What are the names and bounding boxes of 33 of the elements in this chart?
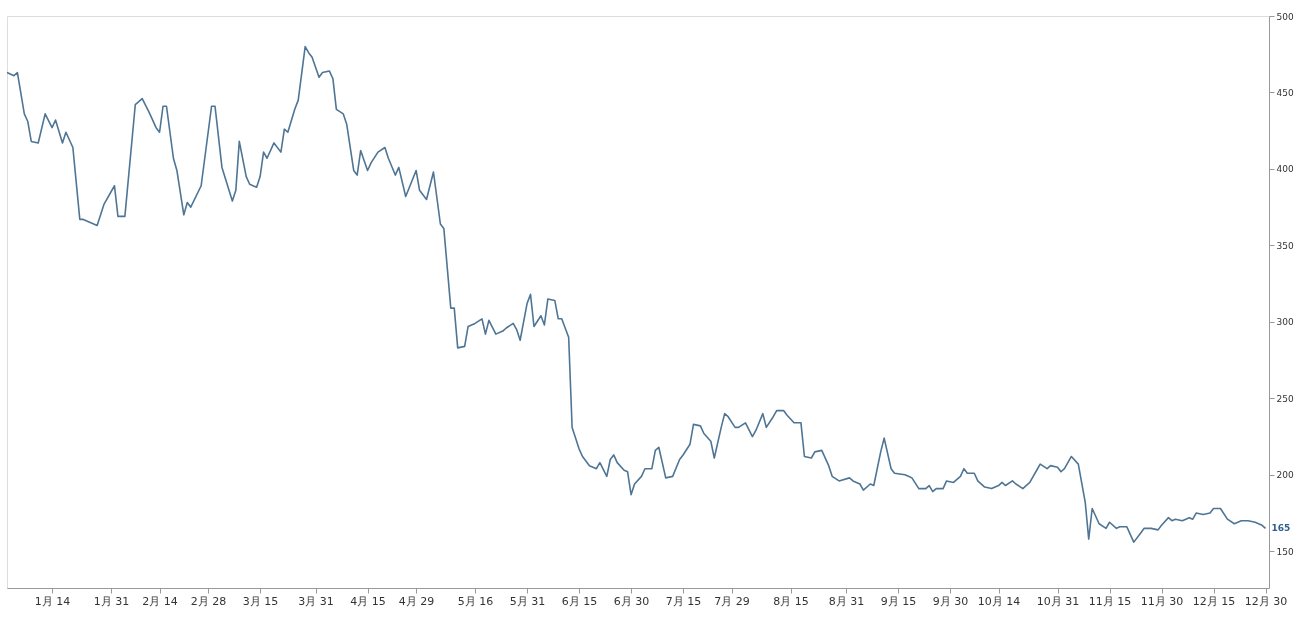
y-tick-label: 500 (1276, 11, 1294, 22)
x-tick-label: 8月 15 (773, 594, 809, 608)
x-tick-label: 5月 16 (457, 594, 494, 608)
x-tick-label: 9月 15 (880, 594, 917, 608)
x-tick-label: 1月 14 (34, 594, 71, 608)
x-tick-label: 7月 29 (714, 594, 750, 608)
y-tick-label: 300 (1276, 317, 1294, 328)
x-tick-label: 6月 30 (613, 594, 650, 608)
x-tick-label: 4月 15 (350, 594, 386, 608)
x-tick-label: 7月 15 (665, 594, 702, 608)
x-tick-label: 1月 31 (93, 594, 130, 608)
annotation: 165 (1271, 523, 1291, 534)
y-tick-label: 350 (1276, 240, 1294, 251)
x-tick-label: 10月 31 (1036, 594, 1080, 608)
x-tick-label: 2月 28 (190, 594, 227, 608)
y-tick-label: 200 (1276, 470, 1294, 481)
x-tick-label: 5月 31 (509, 594, 546, 608)
x-tick-label: 4月 29 (398, 594, 435, 608)
x-tick-label: 8月 31 (828, 594, 865, 608)
x-tick-label: 6月 15 (561, 594, 598, 608)
y-tick-label: 400 (1276, 164, 1294, 175)
x-tick-label: 11月 30 (1140, 594, 1184, 608)
x-tick-label: 10月 14 (977, 594, 1021, 608)
x-tick-label: 11月 15 (1088, 594, 1132, 608)
x-tick-label: 9月 30 (932, 594, 969, 608)
x-tick-label: 3月 31 (298, 594, 334, 608)
x-tick-label: 2月 14 (142, 594, 178, 608)
y-tick-label: 450 (1276, 87, 1294, 98)
x-tick-label: 3月 15 (242, 594, 279, 608)
y-tick-label: 150 (1276, 546, 1294, 557)
x-tick-label: 12月 30 (1244, 594, 1288, 608)
y-tick-label: 250 (1276, 393, 1294, 404)
x-tick-label: 12月 15 (1192, 594, 1236, 608)
